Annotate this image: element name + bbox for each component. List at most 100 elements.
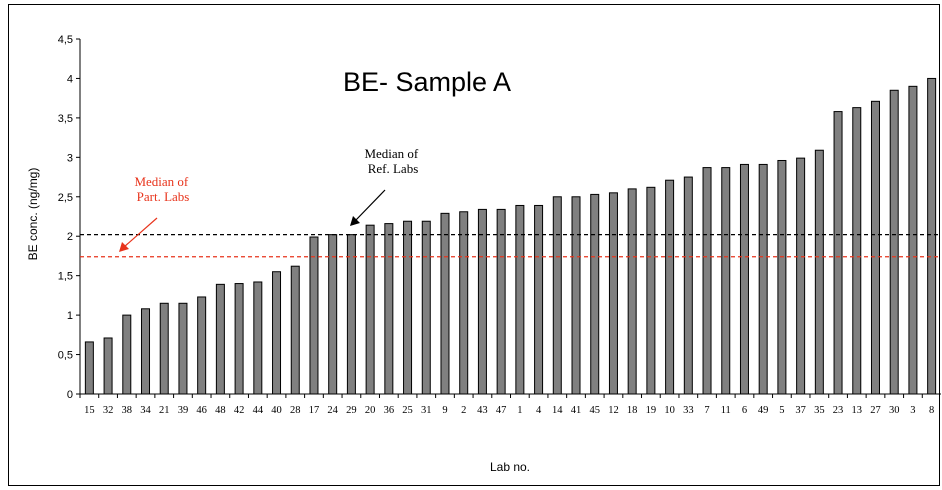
x-tick-label: 13 — [852, 405, 863, 416]
ref-labs-median-label: Median of Ref. Labs — [364, 146, 421, 176]
bar-lab-11 — [721, 167, 731, 395]
bar-lab-41 — [571, 196, 581, 395]
bar-lab-18 — [627, 188, 637, 395]
bar-lab-29 — [346, 234, 356, 395]
x-tick-label: 23 — [833, 405, 844, 416]
x-tick-label: 10 — [664, 405, 675, 416]
x-tick-label: 44 — [253, 405, 264, 416]
bar-lab-38 — [122, 314, 132, 395]
bar-lab-15 — [84, 341, 94, 395]
x-tick-label: 31 — [421, 405, 432, 416]
y-tick-label: 4,5 — [58, 34, 73, 46]
x-axis-label: Lab no. — [490, 460, 530, 474]
ref-labs-arrowhead — [350, 216, 360, 226]
x-tick-label: 15 — [84, 405, 95, 416]
chart-title: BE- Sample A — [343, 67, 511, 97]
x-tick-label: 7 — [704, 405, 709, 416]
x-tick-label: 8 — [929, 405, 934, 416]
bar-lab-30 — [889, 89, 899, 395]
bar-lab-37 — [796, 157, 806, 395]
bar-lab-17 — [309, 236, 319, 395]
bar-lab-48 — [215, 283, 225, 395]
x-tick-label: 40 — [271, 405, 282, 416]
x-tick-label: 43 — [477, 405, 488, 416]
bar-lab-20 — [365, 224, 375, 395]
x-tick-label: 9 — [442, 405, 447, 416]
y-tick-label: 3 — [67, 152, 73, 164]
bar-lab-10 — [665, 179, 675, 395]
x-tick-label: 47 — [496, 405, 507, 416]
x-tick-label: 38 — [122, 405, 133, 416]
y-axis-label: BE conc. (ng/mg) — [26, 168, 40, 261]
bar-chart: BE- Sample A BE conc. (ng/mg) Lab no. 0 0… — [26, 34, 941, 474]
x-tick-label: 46 — [196, 405, 207, 416]
x-tick-label: 30 — [889, 405, 900, 416]
bar-lab-8 — [927, 77, 937, 395]
ref-labs-median-label-line2: Ref. Labs — [368, 161, 419, 176]
bar-lab-9 — [440, 212, 450, 395]
x-tick-label: 34 — [140, 405, 151, 416]
bar-lab-45 — [590, 193, 600, 395]
x-tick-label: 11 — [721, 405, 731, 416]
y-tick-label: 4 — [67, 73, 73, 85]
y-tick-label: 1 — [67, 310, 73, 322]
part-labs-median-label-line2: Part. Labs — [137, 189, 190, 204]
y-tick-label: 0,5 — [58, 350, 73, 362]
bar-lab-5 — [777, 159, 787, 395]
bar-lab-21 — [159, 302, 169, 395]
x-tick-label: 24 — [327, 405, 338, 416]
y-tick-label: 2 — [67, 231, 73, 243]
x-tick-label: 48 — [215, 405, 226, 416]
x-tick-label: 37 — [795, 405, 806, 416]
bar-lab-34 — [141, 308, 151, 395]
y-tick-label: 0 — [67, 389, 73, 401]
x-tick-label: 21 — [159, 405, 170, 416]
bar-lab-6 — [739, 163, 749, 395]
x-tick-label: 17 — [309, 405, 320, 416]
x-tick-label: 20 — [365, 405, 376, 416]
x-tick-label: 28 — [290, 405, 301, 416]
bar-lab-25 — [403, 220, 413, 395]
x-tick-label: 14 — [552, 405, 563, 416]
part-labs-arrow — [123, 217, 158, 248]
bar-lab-7 — [702, 167, 712, 395]
bar-lab-33 — [683, 176, 693, 395]
x-tick-label: 36 — [384, 405, 395, 416]
part-labs-median-label: Median of Part. Labs — [134, 174, 191, 204]
ref-labs-median-label-line1: Median of — [364, 146, 418, 161]
bar-lab-47 — [496, 208, 506, 395]
x-tick-label: 2 — [461, 405, 466, 416]
bar-lab-27 — [870, 100, 880, 395]
x-tick-label: 39 — [178, 405, 189, 416]
bar-lab-36 — [384, 223, 394, 395]
x-tick-label: 42 — [234, 405, 245, 416]
bar-lab-39 — [178, 302, 188, 395]
y-tick-label: 2,5 — [58, 192, 73, 204]
part-labs-arrowhead — [119, 242, 129, 252]
bar-lab-44 — [253, 281, 263, 395]
bar-lab-12 — [608, 192, 618, 395]
x-tick-label: 5 — [779, 405, 784, 416]
x-tick-label: 3 — [910, 405, 915, 416]
x-tick-label: 6 — [742, 405, 747, 416]
x-tick-label: 41 — [571, 405, 582, 416]
bar-lab-2 — [459, 211, 469, 395]
bar-lab-31 — [421, 220, 431, 395]
bar-lab-42 — [234, 283, 244, 395]
bar-lab-32 — [103, 337, 113, 395]
x-tick-label: 19 — [646, 405, 657, 416]
bar-lab-43 — [477, 208, 487, 395]
bar-lab-4 — [534, 204, 544, 395]
x-tick-label: 29 — [346, 405, 357, 416]
chart-frame: BE- Sample A BE conc. (ng/mg) Lab no. 0 0… — [8, 4, 941, 486]
bar-lab-1 — [515, 204, 525, 395]
x-tick-label: 32 — [103, 405, 114, 416]
bar-lab-40 — [272, 271, 282, 395]
bar-lab-35 — [814, 149, 824, 395]
bar-lab-24 — [328, 234, 338, 395]
bar-lab-23 — [833, 111, 843, 395]
x-tick-label: 1 — [517, 405, 522, 416]
x-tick-label: 35 — [814, 405, 825, 416]
bar-lab-46 — [197, 296, 207, 395]
x-tick-label: 12 — [608, 405, 619, 416]
